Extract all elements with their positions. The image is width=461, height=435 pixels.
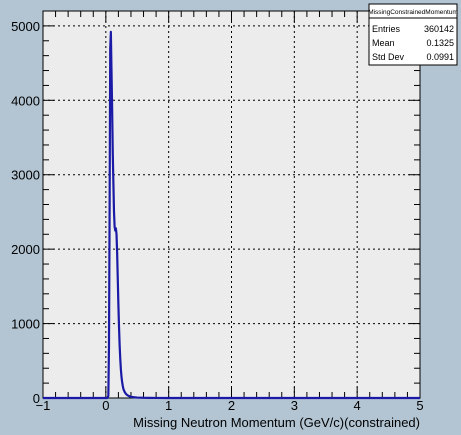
- x-axis-label: Missing Neutron Momentum (GeV/c)(constra…: [133, 415, 420, 430]
- stats-entries-label: Entries: [372, 24, 401, 34]
- y-tick-label: 4000: [11, 93, 40, 108]
- stats-box-frame: [368, 3, 458, 66]
- x-tick-label: 1: [165, 398, 172, 413]
- stats-stddev-label: Std Dev: [372, 52, 405, 62]
- y-tick-label: 0: [33, 391, 40, 406]
- y-tick-label: 3000: [11, 168, 40, 183]
- x-tick-label: 5: [416, 398, 423, 413]
- x-tick-label: −1: [36, 398, 51, 413]
- stats-box: MissingConstrainedMomentum Entries 36014…: [368, 3, 458, 66]
- stats-entries-value: 360142: [424, 24, 454, 34]
- stats-stddev-value: 0.0991: [426, 52, 454, 62]
- plot-frame: [42, 10, 421, 399]
- x-tick-label: 3: [291, 398, 298, 413]
- series-line: [43, 30, 420, 400]
- y-tick-label: 5000: [11, 19, 40, 34]
- stats-box-title: MissingConstrainedMomentum: [368, 9, 458, 16]
- x-tick-labels: −1 0 1 2 3 4 5: [36, 398, 424, 413]
- x-tick-label: 0: [102, 398, 109, 413]
- stats-mean-value: 0.1325: [426, 38, 454, 48]
- y-tick-labels: 0 1000 2000 3000 4000 5000: [11, 19, 40, 406]
- x-tick-label: 4: [354, 398, 361, 413]
- stats-mean-label: Mean: [372, 38, 395, 48]
- x-tick-label: 2: [228, 398, 235, 413]
- y-tick-label: 1000: [11, 317, 40, 332]
- y-tick-label: 2000: [11, 242, 40, 257]
